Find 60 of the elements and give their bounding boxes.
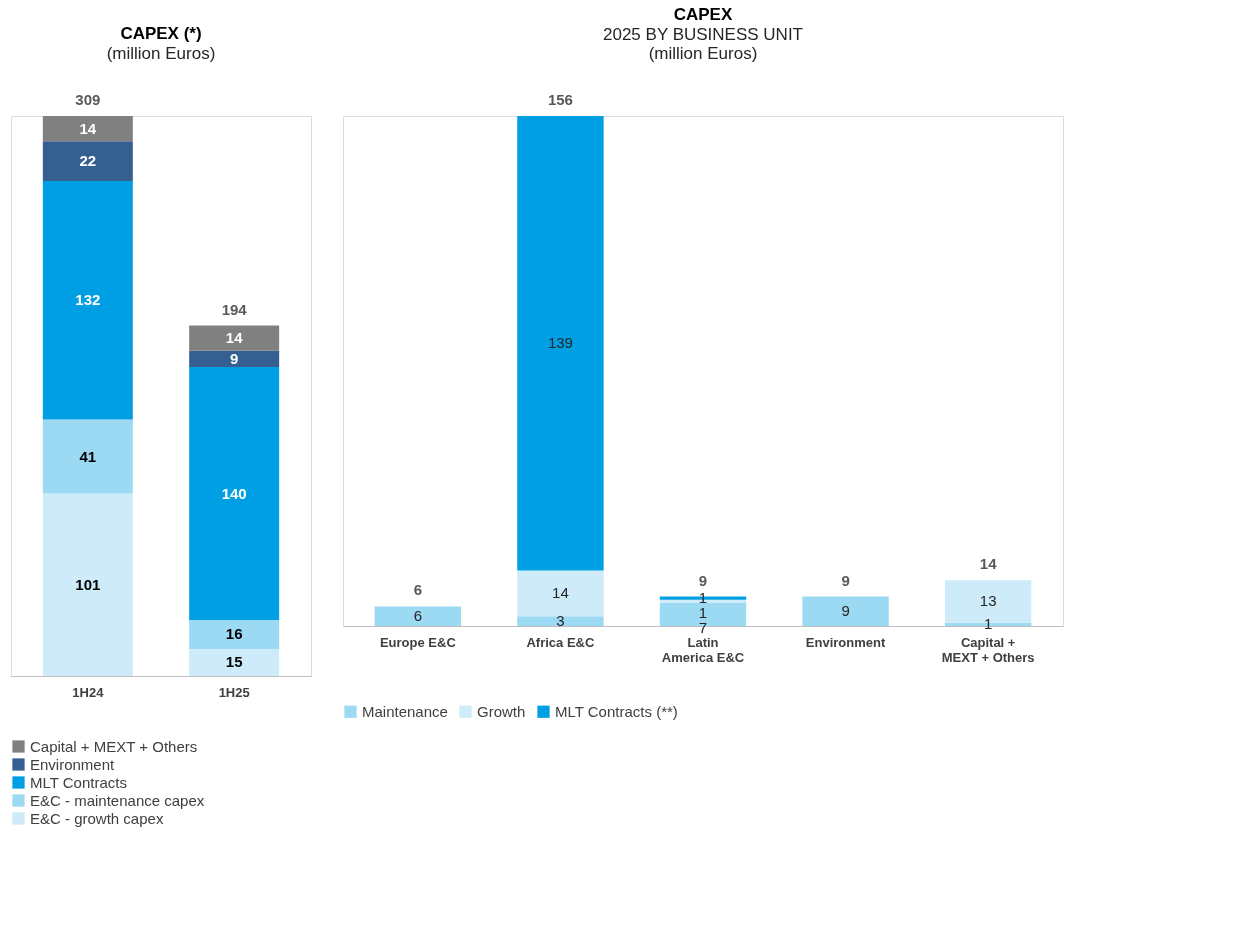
data-label: 7: [698, 619, 708, 637]
bar: [42, 141, 133, 182]
x-tick-label: Europe E&C: [379, 634, 457, 650]
bar: [42, 116, 133, 142]
chart-subtitle: (million Euros): [106, 44, 216, 63]
legend-label: MLT Contracts: [30, 773, 127, 791]
data-label: 15: [225, 653, 243, 671]
legend-label: E&C - maintenance capex: [30, 791, 205, 809]
legend-label: E&C - growth capex: [30, 809, 164, 827]
bar: [517, 616, 604, 626]
bar: [517, 116, 604, 571]
total-label: 309: [75, 91, 101, 108]
bar: [189, 620, 280, 649]
data-label: 6: [413, 607, 423, 625]
data-label: 22: [79, 152, 97, 170]
bar: [189, 325, 280, 351]
legend-label: MLT Contracts (**): [555, 702, 678, 720]
data-label: 9: [230, 349, 239, 367]
chart-title: CAPEX: [673, 5, 733, 24]
data-label: 132: [75, 291, 101, 309]
data-label: 41: [79, 447, 97, 465]
data-label: 101: [75, 575, 101, 593]
total-label: 6: [413, 581, 423, 599]
total-label: 14: [979, 555, 998, 573]
data-label: 14: [552, 584, 569, 602]
data-label: 9: [841, 602, 850, 620]
x-tick-label: Environment: [805, 634, 886, 650]
bar: [374, 606, 462, 626]
legend-label: Maintenance: [362, 702, 448, 720]
bar: [42, 419, 133, 494]
x-tick-label: 1H24: [72, 684, 105, 700]
bar: [189, 648, 280, 676]
total-label: 9: [841, 571, 850, 589]
x-tick-label: Latin America E&C: [661, 634, 745, 665]
data-label: 14: [225, 329, 244, 347]
x-tick-label: Capital + MEXT + Others: [941, 634, 1035, 665]
data-label: 140: [221, 484, 247, 502]
data-label: 3: [556, 612, 565, 630]
chart-subtitle: 2025 BY BUSINESS UNIT (million Euros): [603, 25, 803, 63]
legend-label: Capital + MEXT + Others: [30, 737, 198, 755]
bar: [42, 493, 133, 676]
chart-title: CAPEX (*): [120, 24, 202, 43]
data-label: 14: [79, 119, 97, 137]
total-label: 194: [221, 300, 248, 318]
data-label: 13: [979, 592, 997, 610]
x-tick-label: Africa E&C: [526, 634, 595, 650]
total-label: 9: [698, 571, 708, 589]
data-label: 16: [225, 625, 243, 643]
bar: [42, 181, 133, 420]
x-tick-label: 1H25: [218, 684, 250, 700]
bar: [802, 596, 889, 626]
data-label: 139: [547, 334, 573, 352]
data-label: 1: [698, 604, 708, 622]
legend-label: Environment: [30, 755, 116, 773]
legend-label: Growth: [477, 702, 526, 720]
data-label: 1: [983, 615, 993, 633]
bar: [189, 350, 280, 368]
total-label: 156: [547, 91, 573, 108]
bar: [517, 570, 604, 617]
bar: [189, 367, 280, 620]
